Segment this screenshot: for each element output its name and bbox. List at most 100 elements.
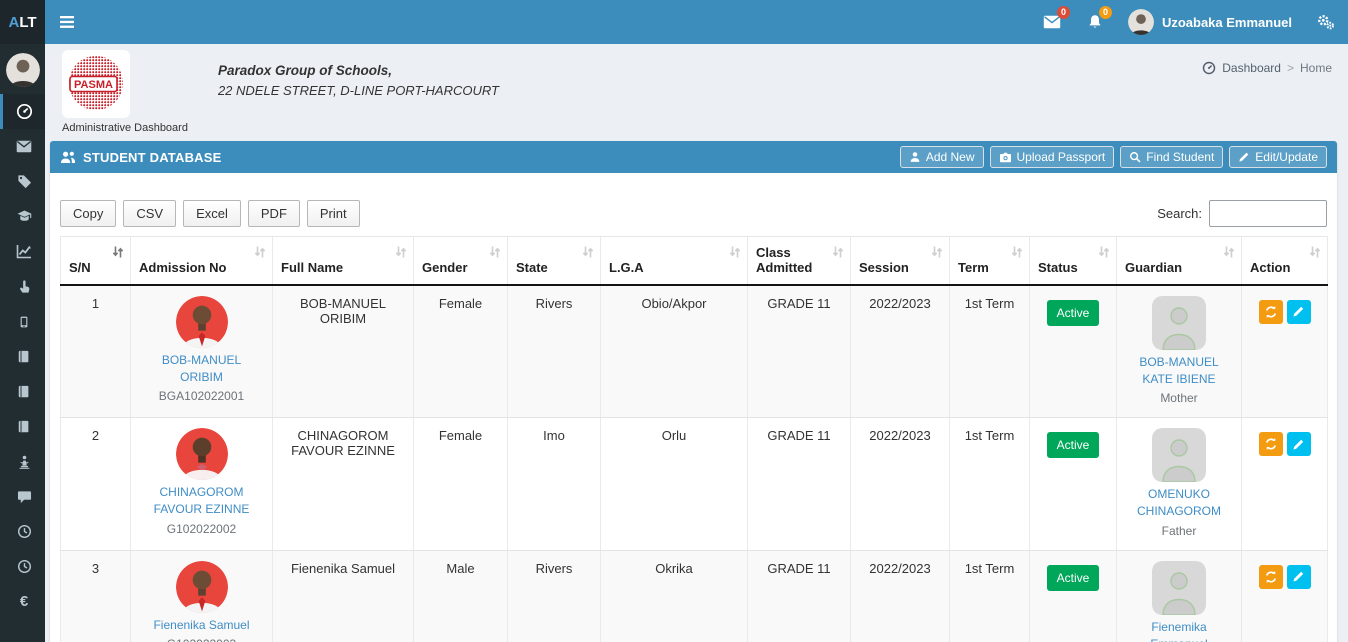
student-name-link[interactable]: BOB-MANUEL ORIBIM (141, 352, 262, 387)
sidebar-item-fees[interactable]: € (0, 584, 45, 619)
col-guardian[interactable]: Guardian (1117, 237, 1242, 285)
messages-button[interactable]: 0 (1030, 0, 1074, 44)
cell-action (1242, 418, 1328, 551)
edit-button[interactable] (1287, 300, 1311, 324)
admission-number: BGA102022001 (141, 388, 262, 405)
col-gender[interactable]: Gender (414, 237, 508, 285)
sidebar-item-chess[interactable] (0, 444, 45, 479)
sidebar-user-avatar[interactable] (6, 53, 40, 87)
student-photo (176, 428, 228, 480)
col-action[interactable]: Action (1242, 237, 1328, 285)
col-status[interactable]: Status (1030, 237, 1117, 285)
sidebar-item-comments[interactable] (0, 479, 45, 514)
col-session[interactable]: Session (851, 237, 950, 285)
admission-number: G102022003 (141, 636, 262, 642)
camera-icon (999, 152, 1012, 163)
upload-passport-button[interactable]: Upload Passport (990, 146, 1115, 168)
add-new-label: Add New (926, 150, 975, 164)
student-name-link[interactable]: CHINAGOROM FAVOUR EZINNE (141, 484, 262, 519)
sidebar-item-reports[interactable] (0, 234, 45, 269)
sidebar-toggle-button[interactable] (45, 0, 89, 44)
table-row: 1 BOB-MANUEL ORIBIM BGA102022001 BOB-MAN… (61, 285, 1328, 418)
status-badge[interactable]: Active (1047, 565, 1100, 591)
csv-button[interactable]: CSV (123, 200, 176, 227)
copy-button[interactable]: Copy (60, 200, 116, 227)
guardian-photo-placeholder (1152, 428, 1206, 482)
student-name-link[interactable]: Fienenika Samuel (141, 617, 262, 634)
page-header: PASMA Administrative Dashboard Paradox G… (45, 44, 1348, 134)
cell-gender: Male (414, 550, 508, 642)
search-icon (1129, 151, 1141, 163)
pdf-button[interactable]: PDF (248, 200, 300, 227)
sidebar-item-book-3[interactable] (0, 409, 45, 444)
col-full-name[interactable]: Full Name (273, 237, 414, 285)
sidebar-item-book-1[interactable] (0, 339, 45, 374)
edit-button[interactable] (1287, 432, 1311, 456)
school-logo-text: PASMA (74, 79, 113, 91)
excel-button[interactable]: Excel (183, 200, 241, 227)
box-tools: Add New Upload Passport Find Student Edi… (900, 146, 1327, 168)
col-sn[interactable]: S/N (61, 237, 131, 285)
sidebar-item-book-2[interactable] (0, 374, 45, 409)
table-row: 2 CHINAGOROM FAVOUR EZINNE G102022002 CH… (61, 418, 1328, 551)
main-content: PASMA Administrative Dashboard Paradox G… (45, 44, 1348, 642)
cell-state: Rivers (508, 550, 601, 642)
col-admission-no[interactable]: Admission No (131, 237, 273, 285)
add-new-button[interactable]: Add New (900, 146, 984, 168)
sort-icon (931, 245, 943, 259)
cell-guardian: OMENUKO CHINAGOROM Father (1117, 418, 1242, 551)
cell-lga: Obio/Akpor (601, 285, 748, 418)
refresh-button[interactable] (1259, 300, 1283, 324)
sidebar-item-clock-1[interactable] (0, 514, 45, 549)
upload-passport-label: Upload Passport (1017, 150, 1106, 164)
refresh-button[interactable] (1259, 565, 1283, 589)
breadcrumb-dashboard[interactable]: Dashboard (1222, 61, 1281, 75)
status-badge[interactable]: Active (1047, 300, 1100, 326)
euro-icon: € (20, 593, 28, 610)
sidebar-item-clock-2[interactable] (0, 549, 45, 584)
sidebar-item-tags[interactable] (0, 164, 45, 199)
notifications-button[interactable]: 0 (1074, 0, 1116, 44)
sidebar-item-academics[interactable] (0, 199, 45, 234)
col-term[interactable]: Term (950, 237, 1030, 285)
find-student-button[interactable]: Find Student (1120, 146, 1223, 168)
app-logo[interactable]: ALT (0, 0, 45, 44)
cell-admission: Fienenika Samuel G102022003 (131, 550, 273, 642)
edit-button[interactable] (1287, 565, 1311, 589)
print-button[interactable]: Print (307, 200, 360, 227)
search-input[interactable] (1209, 200, 1327, 227)
col-lga[interactable]: L.G.A (601, 237, 748, 285)
col-state[interactable]: State (508, 237, 601, 285)
student-photo (176, 561, 228, 613)
refresh-icon (1264, 305, 1278, 319)
cell-term: 1st Term (950, 550, 1030, 642)
sort-icon (112, 245, 124, 259)
guardian-photo-placeholder (1152, 296, 1206, 350)
navbar-right: 0 0 Uzoabaka Emmanuel (1030, 0, 1348, 44)
refresh-button[interactable] (1259, 432, 1283, 456)
cell-admission: CHINAGOROM FAVOUR EZINNE G102022002 (131, 418, 273, 551)
app-window: ALT 0 0 (0, 0, 1348, 642)
sort-icon (1011, 245, 1023, 259)
top-navbar: ALT 0 0 (0, 0, 1348, 44)
breadcrumb-home[interactable]: Home (1300, 61, 1332, 75)
edit-update-button[interactable]: Edit/Update (1229, 146, 1327, 168)
cell-gender: Female (414, 285, 508, 418)
guardian-name-link[interactable]: OMENUKO CHINAGOROM (1127, 486, 1231, 521)
notifications-badge: 0 (1099, 6, 1112, 19)
sort-icon (582, 245, 594, 259)
sidebar-item-mobile[interactable] (0, 304, 45, 339)
guardian-name-link[interactable]: Fienemika Emmanuel (1127, 619, 1231, 642)
sidebar-item-messages[interactable] (0, 129, 45, 164)
status-badge[interactable]: Active (1047, 432, 1100, 458)
sidebar-item-dashboard[interactable] (0, 94, 45, 129)
messages-badge: 0 (1057, 6, 1070, 19)
sort-icon (1309, 245, 1321, 259)
sidebar-item-attendance[interactable] (0, 269, 45, 304)
book-icon (17, 384, 31, 399)
settings-button[interactable] (1304, 0, 1348, 44)
cell-sn: 2 (61, 418, 131, 551)
guardian-name-link[interactable]: BOB-MANUEL KATE IBIENE (1127, 354, 1231, 389)
user-menu[interactable]: Uzoabaka Emmanuel (1116, 0, 1304, 44)
col-class-admitted[interactable]: Class Admitted (748, 237, 851, 285)
